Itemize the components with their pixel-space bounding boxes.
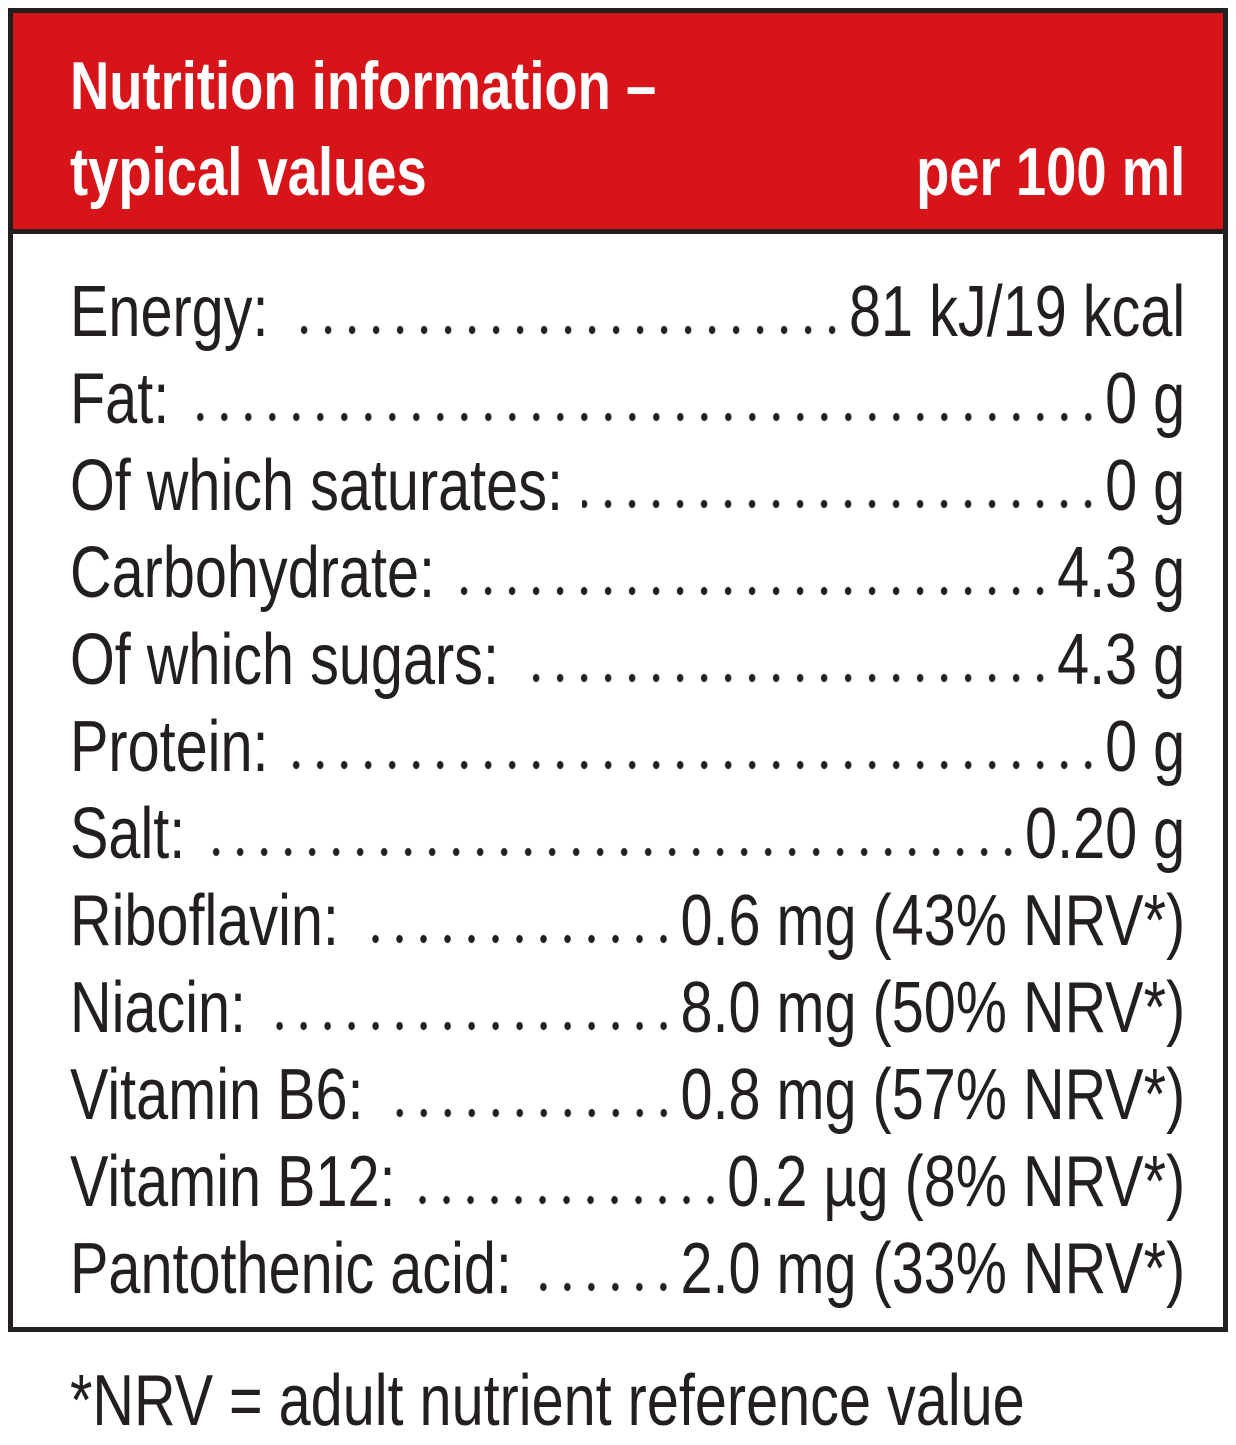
nutrient-value: 8.0 mg (50% NRV*) — [680, 968, 1186, 1048]
leader-dots — [382, 1107, 676, 1119]
nutrient-value: 81 kJ/19 kcal — [849, 272, 1186, 352]
leader-dots — [358, 933, 676, 945]
nutrient-value: 4.3 g — [1057, 533, 1186, 613]
leader-dots — [287, 759, 1101, 771]
nutrient-value: 0 g — [1105, 446, 1186, 526]
nutrient-row: Protein: 0 g — [70, 704, 1185, 791]
nutrient-value: 0 g — [1105, 359, 1186, 439]
leader-dots — [265, 1020, 676, 1032]
nutrient-label: Pantothenic acid: — [70, 1229, 512, 1309]
header: Nutrition information – typical values p… — [13, 13, 1223, 234]
leader-dots — [454, 585, 1053, 597]
title-line: typical values — [70, 134, 427, 210]
column-header: per 100 ml — [916, 134, 1186, 210]
nutrient-row: Fat: 0 g — [70, 356, 1185, 443]
nutrient-label: Salt: — [70, 794, 186, 874]
title-line: Nutrition information – — [70, 48, 657, 124]
nutrient-label: Vitamin B12: — [70, 1142, 396, 1222]
nutrient-label: Of which saturates: — [70, 446, 564, 526]
nutrient-value: 0.2 µg (8% NRV*) — [727, 1142, 1186, 1222]
nutrient-row: Salt: 0.20 g — [70, 791, 1185, 878]
nutrient-row: Pantothenic acid: 2.0 mg (33% NRV*) — [70, 1226, 1185, 1313]
leader-dots — [582, 498, 1101, 510]
nutrient-value: 0.8 mg (57% NRV*) — [680, 1055, 1186, 1135]
title: Nutrition information – typical values — [70, 43, 870, 215]
label-box: Nutrition information – typical values p… — [8, 8, 1228, 1332]
leader-dots — [204, 846, 1021, 858]
nutrient-label: Niacin: — [70, 968, 247, 1048]
nutrient-row: Niacin: 8.0 mg (50% NRV*) — [70, 965, 1185, 1052]
nutrient-value: 2.0 mg (33% NRV*) — [680, 1229, 1186, 1309]
rows: Energy: 81 kJ/19 kcal Fat: 0 g Of which satu… — [70, 269, 1185, 1313]
nutrient-label: Energy: — [70, 272, 269, 352]
leader-dots — [188, 411, 1101, 423]
nutrient-row: Energy: 81 kJ/19 kcal — [70, 269, 1185, 356]
nutrient-row: Vitamin B6: 0.8 mg (57% NRV*) — [70, 1052, 1185, 1139]
nutrient-value: 0.6 mg (43% NRV*) — [680, 881, 1186, 961]
leader-dots — [531, 1281, 676, 1293]
leader-dots — [287, 324, 845, 336]
nutrient-value: 0 g — [1105, 707, 1186, 787]
nutrient-row: Vitamin B12: 0.2 µg (8% NRV*) — [70, 1139, 1185, 1226]
leader-dots — [414, 1194, 723, 1206]
nutrient-label: Vitamin B6: — [70, 1055, 364, 1135]
nutrient-label: Of which sugars: — [70, 620, 499, 700]
footnote: *NRV = adult nutrient reference value — [70, 1361, 1025, 1441]
nutrient-label: Protein: — [70, 707, 269, 787]
nutrient-label: Carbohydrate: — [70, 533, 436, 613]
nutrient-label: Fat: — [70, 359, 170, 439]
leader-dots — [518, 672, 1053, 684]
nutrient-value: 4.3 g — [1057, 620, 1186, 700]
nutrient-row: Of which saturates: 0 g — [70, 443, 1185, 530]
nutrient-label: Riboflavin: — [70, 881, 339, 961]
nutrient-row: Carbohydrate: 4.3 g — [70, 530, 1185, 617]
nutrient-row: Riboflavin: 0.6 mg (43% NRV*) — [70, 878, 1185, 965]
nutrient-row: Of which sugars: 4.3 g — [70, 617, 1185, 704]
nutrient-value: 0.20 g — [1025, 794, 1186, 874]
